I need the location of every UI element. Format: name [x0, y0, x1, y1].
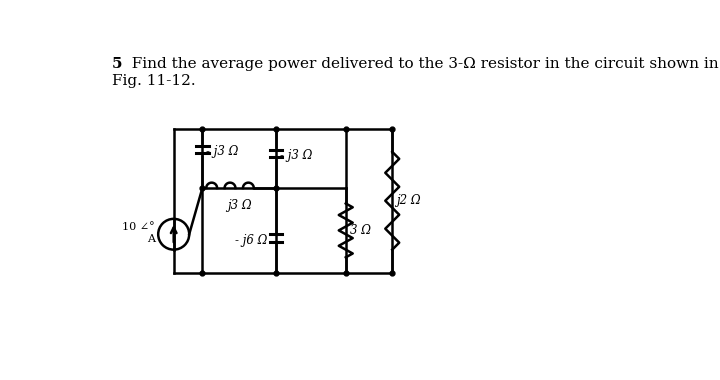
Text: 3 Ω: 3 Ω	[350, 224, 371, 237]
Text: - j6 Ω: - j6 Ω	[235, 234, 267, 247]
Text: Fig. 11-12.: Fig. 11-12.	[112, 74, 195, 88]
Text: j3 Ω: j3 Ω	[227, 199, 251, 212]
Text: - j3 Ω: - j3 Ω	[280, 149, 312, 162]
Text: A: A	[147, 234, 155, 244]
Text: - j3 Ω: - j3 Ω	[206, 146, 238, 158]
Text: j2 Ω: j2 Ω	[396, 194, 420, 207]
Text: 10 ∠°: 10 ∠°	[122, 222, 155, 231]
Text: 5: 5	[112, 57, 122, 71]
Text: Find the average power delivered to the 3-Ω resistor in the circuit shown in: Find the average power delivered to the …	[122, 57, 719, 71]
